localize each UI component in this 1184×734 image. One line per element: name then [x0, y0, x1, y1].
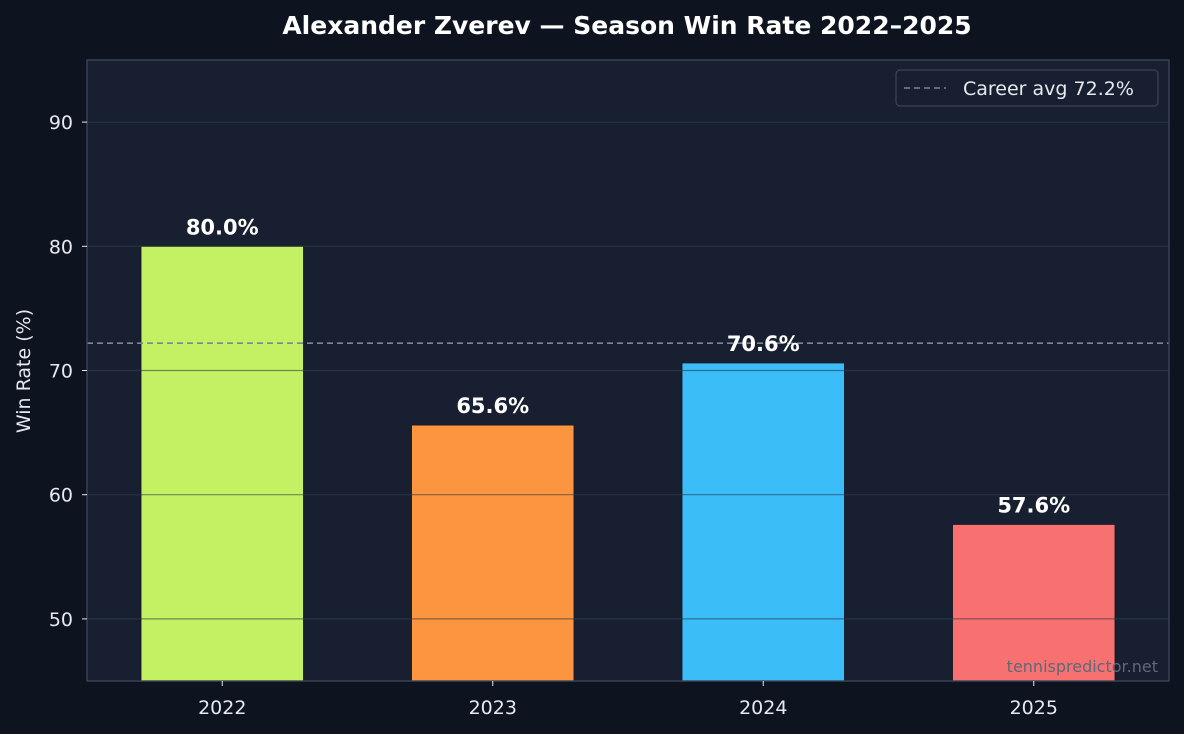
x-tick-label-2024: 2024: [739, 697, 787, 719]
data-label-2022: 80.0%: [186, 215, 259, 239]
y-tick-label-80: 80: [49, 236, 73, 258]
bar-2025: [952, 524, 1116, 682]
bar-2022: [140, 246, 304, 682]
y-axis-label: Win Rate (%): [13, 309, 35, 433]
y-axis-ticks: 50 60 70 80 90: [49, 112, 87, 631]
x-tick-label-2022: 2022: [198, 697, 246, 719]
y-tick-label-60: 60: [49, 485, 73, 507]
y-tick-label-50: 50: [49, 609, 73, 631]
data-label-2024: 70.6%: [727, 332, 800, 356]
watermark: tennispredictor.net: [1007, 657, 1158, 676]
x-tick-label-2025: 2025: [1010, 697, 1058, 719]
legend-label-career-avg: Career avg 72.2%: [963, 78, 1134, 100]
data-label-2023: 65.6%: [456, 394, 529, 418]
y-tick-label-70: 70: [49, 361, 73, 383]
legend: Career avg 72.2%: [895, 69, 1159, 107]
chart-title: Alexander Zverev — Season Win Rate 2022–…: [282, 11, 971, 40]
bar-2023: [411, 424, 575, 682]
bars: [87, 121, 1169, 682]
bar-2024: [681, 362, 845, 682]
x-tick-label-2023: 2023: [469, 697, 517, 719]
data-labels: 80.0% 65.6% 70.6% 57.6%: [186, 215, 1070, 517]
legend-box: [895, 69, 1159, 107]
data-label-2025: 57.6%: [997, 494, 1070, 518]
y-tick-label-90: 90: [49, 112, 73, 134]
x-axis-ticks: 2022 2023 2024 2025: [198, 681, 1058, 719]
